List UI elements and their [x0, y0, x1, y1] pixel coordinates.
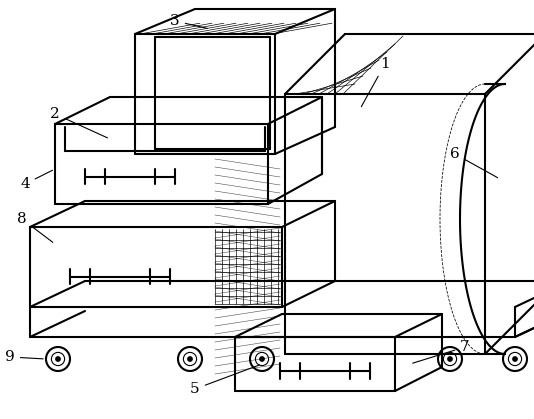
Text: 1: 1 [362, 57, 390, 106]
Circle shape [260, 357, 264, 361]
Text: 3: 3 [170, 14, 207, 28]
Circle shape [188, 357, 192, 361]
Text: 8: 8 [17, 212, 53, 242]
Text: 4: 4 [20, 170, 52, 191]
Text: 6: 6 [450, 147, 498, 178]
Circle shape [56, 357, 60, 361]
Text: 9: 9 [5, 350, 43, 364]
Circle shape [448, 357, 452, 361]
Circle shape [513, 357, 517, 361]
Text: 7: 7 [413, 340, 470, 363]
Text: 5: 5 [190, 365, 260, 396]
Text: 2: 2 [50, 107, 107, 138]
